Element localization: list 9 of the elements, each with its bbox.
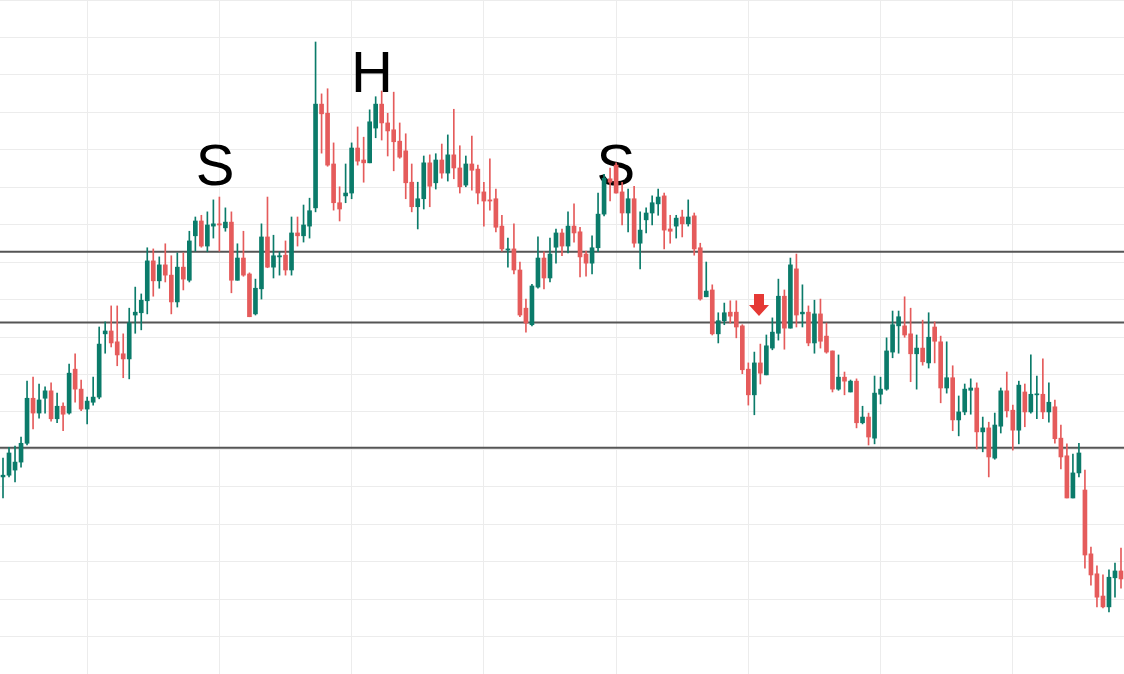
candlestick bbox=[944, 341, 950, 394]
candlestick bbox=[980, 416, 986, 453]
candlestick bbox=[162, 243, 168, 283]
annotation: H bbox=[351, 39, 393, 104]
candlestick bbox=[956, 395, 962, 437]
annotation: S bbox=[195, 132, 235, 198]
candlestick bbox=[451, 108, 457, 180]
candlestick bbox=[703, 261, 709, 298]
candlestick bbox=[102, 321, 108, 354]
